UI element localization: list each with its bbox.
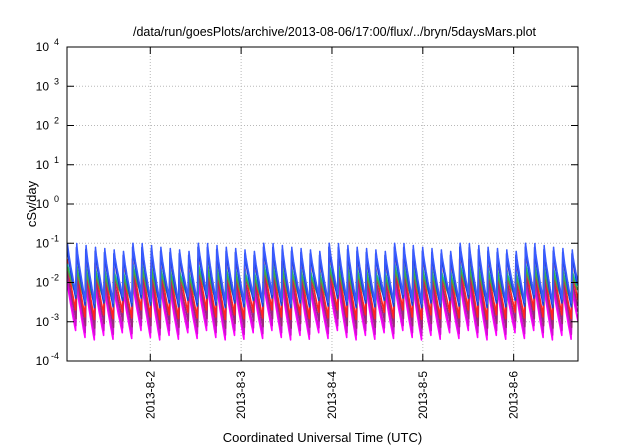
y-tick-exponent: 2: [54, 116, 59, 126]
y-tick-label: 10: [36, 119, 50, 133]
y-tick-label: 10: [36, 79, 50, 93]
y-tick-label: 10: [36, 197, 50, 211]
y-axis-label: cSv/day: [24, 180, 39, 227]
y-tick-exponent: 3: [54, 76, 59, 86]
y-tick-exponent: 0: [54, 194, 59, 204]
y-tick-exponent: -4: [51, 351, 59, 361]
series-group: [67, 242, 578, 341]
series-line: [67, 242, 578, 305]
y-tick-label: 10: [36, 236, 50, 250]
y-tick-exponent: 1: [54, 155, 59, 165]
x-tick-label: 2013-8-4: [325, 371, 339, 419]
x-tick-label: 2013-8-3: [234, 371, 248, 419]
y-tick-label: 10: [36, 354, 50, 368]
x-tick-label: 2013-8-6: [507, 371, 521, 419]
y-tick-exponent: -2: [51, 273, 59, 283]
y-tick-exponent: -1: [51, 233, 59, 243]
x-tick-label: 2013-8-5: [416, 371, 430, 419]
y-tick-label: 10: [36, 315, 50, 329]
y-tick-exponent: -3: [51, 312, 59, 322]
y-tick-label: 10: [36, 158, 50, 172]
chart-title: /data/run/goesPlots/archive/2013-08-06/1…: [133, 25, 537, 39]
x-axis-label: Coordinated Universal Time (UTC): [223, 430, 422, 445]
x-tick-label: 2013-8-2: [143, 371, 157, 419]
series-line: [67, 269, 578, 329]
x-axis-ticks: 2013-8-2 2013-8-3 2013-8-4 2013-8-5 2013-8-6: [143, 47, 521, 419]
y-tick-label: 10: [36, 276, 50, 290]
series-line: [67, 266, 578, 307]
y-tick-exponent: 4: [54, 37, 59, 47]
y-tick-label: 10: [36, 40, 50, 54]
